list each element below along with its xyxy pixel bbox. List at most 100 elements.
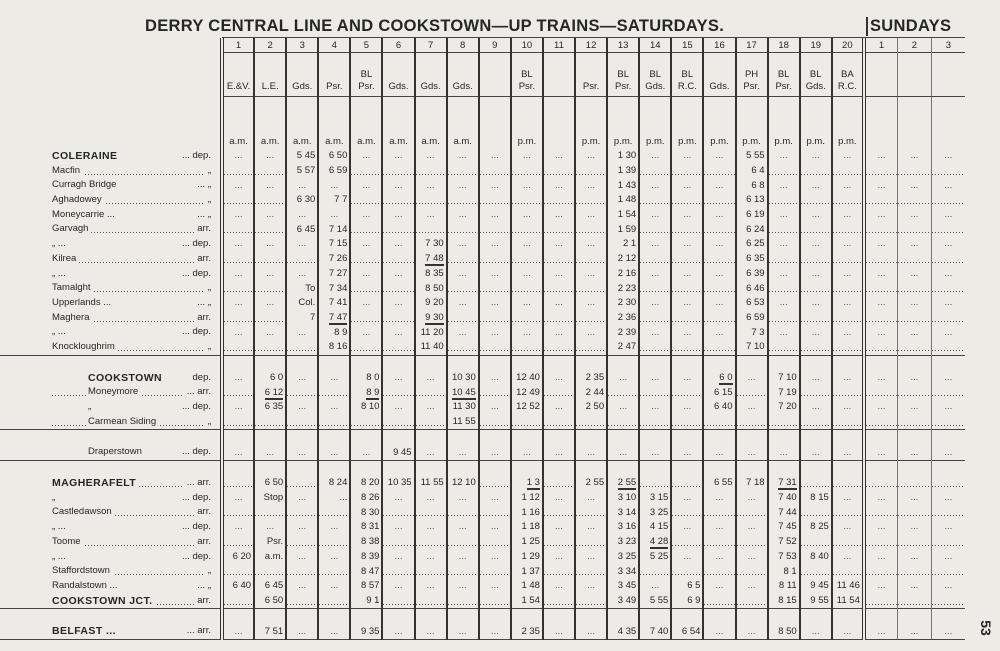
time-cell: 1 54 <box>606 207 640 223</box>
station-cell: „ ... ... dep. <box>0 266 222 282</box>
empty-cell <box>445 310 479 326</box>
time-value: a.m. <box>264 550 284 562</box>
empty-cell <box>734 564 768 579</box>
section-divider <box>0 429 965 446</box>
empty-cell <box>574 414 608 430</box>
empty-cell <box>541 476 576 491</box>
no-service-mark: ... <box>330 179 339 191</box>
empty-cell: ... <box>541 325 576 340</box>
no-service-mark: ... <box>779 326 788 338</box>
column-header: 20 <box>830 38 864 53</box>
train-type: Psr. <box>614 81 632 92</box>
no-service-mark: ... <box>811 209 820 221</box>
empty-cell: ... <box>574 578 608 594</box>
empty-cell: ... <box>477 178 511 194</box>
time-value: 6 24 <box>746 223 765 235</box>
time-cell: 6 0 <box>253 370 287 386</box>
time-cell: 1 18 <box>509 520 543 535</box>
empty-cell <box>219 281 255 296</box>
empty-cell: ... <box>766 207 800 223</box>
no-service-mark: ... <box>683 521 692 533</box>
empty-cell: ... <box>381 149 415 164</box>
arr-dep-label: „ <box>204 193 214 208</box>
no-service-mark: ... <box>811 179 820 191</box>
empty-cell <box>861 505 898 521</box>
time-value: 6 12 <box>264 386 284 400</box>
no-service-mark: ... <box>522 267 531 279</box>
empty-cell: ... <box>381 520 415 535</box>
empty-cell <box>285 564 319 579</box>
no-service-mark: ... <box>298 580 307 592</box>
empty-cell: ... <box>381 549 415 565</box>
empty-cell: ... <box>445 178 479 194</box>
no-service-mark: ... <box>811 267 820 279</box>
empty-cell <box>349 222 383 238</box>
time-value: 5 57 <box>296 165 316 177</box>
no-service-mark: ... <box>843 297 852 309</box>
empty-cell: ... <box>413 178 447 194</box>
empty-cell: ... <box>285 237 319 252</box>
empty-cell: ... <box>798 207 832 223</box>
no-service-mark: ... <box>555 209 563 221</box>
station-cell: „ ... ... dep. <box>0 520 222 535</box>
empty-cell: ... <box>574 295 608 311</box>
empty-cell: ... <box>219 178 255 194</box>
time-cell: 2 55 <box>574 476 608 491</box>
empty-cell <box>477 385 511 400</box>
station-cell: Draperstown ... dep. <box>0 445 222 460</box>
empty-cell: ... <box>477 520 511 535</box>
empty-cell: ... <box>830 266 864 282</box>
empty-cell: ... <box>574 490 608 506</box>
empty-cell: ... <box>897 207 932 223</box>
empty-cell: ... <box>897 520 932 535</box>
empty-cell: ... <box>477 149 511 164</box>
time-cell: Psr. <box>253 534 287 550</box>
no-service-mark: ... <box>394 326 403 338</box>
dot-leader <box>52 232 214 234</box>
empty-cell: ... <box>541 490 576 506</box>
arr-dep-label: ... dep. <box>178 325 214 340</box>
empty-cell: ... <box>930 624 965 640</box>
no-service-mark: ... <box>394 238 403 250</box>
no-service-mark: ... <box>555 550 563 562</box>
dot-leader <box>52 261 214 263</box>
column-header: BA R.C. <box>830 52 864 97</box>
empty-cell <box>285 385 319 400</box>
empty-cell: ... <box>285 325 319 340</box>
empty-cell <box>574 251 608 267</box>
empty-cell <box>734 593 768 609</box>
time-cell: 2 12 <box>606 251 640 267</box>
time-cell: 4 15 <box>638 520 672 535</box>
no-service-mark: ... <box>747 371 756 383</box>
time-value: 6 54 <box>681 625 701 637</box>
no-service-mark: ... <box>910 446 919 458</box>
empty-cell: ... <box>349 266 383 282</box>
empty-cell: ... <box>670 207 704 223</box>
empty-cell: ... <box>861 549 898 565</box>
empty-cell <box>381 163 415 179</box>
train-type: Psr. <box>358 81 375 92</box>
empty-cell: ... <box>670 445 704 461</box>
empty-cell <box>930 310 965 326</box>
no-service-mark: ... <box>266 521 275 533</box>
no-service-mark: ... <box>877 550 886 562</box>
empty-cell: ... <box>638 149 672 164</box>
empty-cell <box>606 385 640 400</box>
column-header: 16 <box>702 38 736 53</box>
empty-cell: ... <box>798 266 832 282</box>
empty-cell: ... <box>861 520 898 535</box>
empty-cell: ... <box>477 295 511 311</box>
station-cell: Moneymore ... arr. <box>0 385 222 400</box>
empty-cell: ... <box>702 578 736 594</box>
no-service-mark: ... <box>811 625 820 637</box>
time-value: 11 54 <box>836 594 860 606</box>
time-cell: 7 19 <box>766 385 800 400</box>
time-value: 6 8 <box>751 179 765 191</box>
empty-cell <box>670 339 704 356</box>
no-service-mark: ... <box>910 209 919 221</box>
time-value: 7 40 <box>649 625 669 637</box>
time-value: 7 30 <box>425 238 444 250</box>
column-header: 17 <box>734 38 768 53</box>
empty-cell <box>930 534 965 550</box>
no-service-mark: ... <box>715 446 724 458</box>
